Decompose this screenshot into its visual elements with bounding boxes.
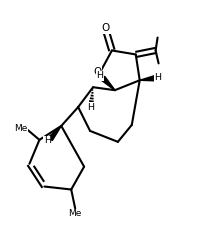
Text: O: O xyxy=(93,67,102,77)
Text: H: H xyxy=(88,103,95,112)
Polygon shape xyxy=(140,76,155,81)
Polygon shape xyxy=(101,76,115,90)
Text: Me: Me xyxy=(14,124,28,133)
Text: H: H xyxy=(154,73,161,82)
Polygon shape xyxy=(97,72,115,90)
Text: Me: Me xyxy=(68,209,82,219)
Text: H: H xyxy=(44,136,51,145)
Polygon shape xyxy=(48,126,61,140)
Text: H: H xyxy=(96,72,104,80)
Text: O: O xyxy=(102,23,110,33)
